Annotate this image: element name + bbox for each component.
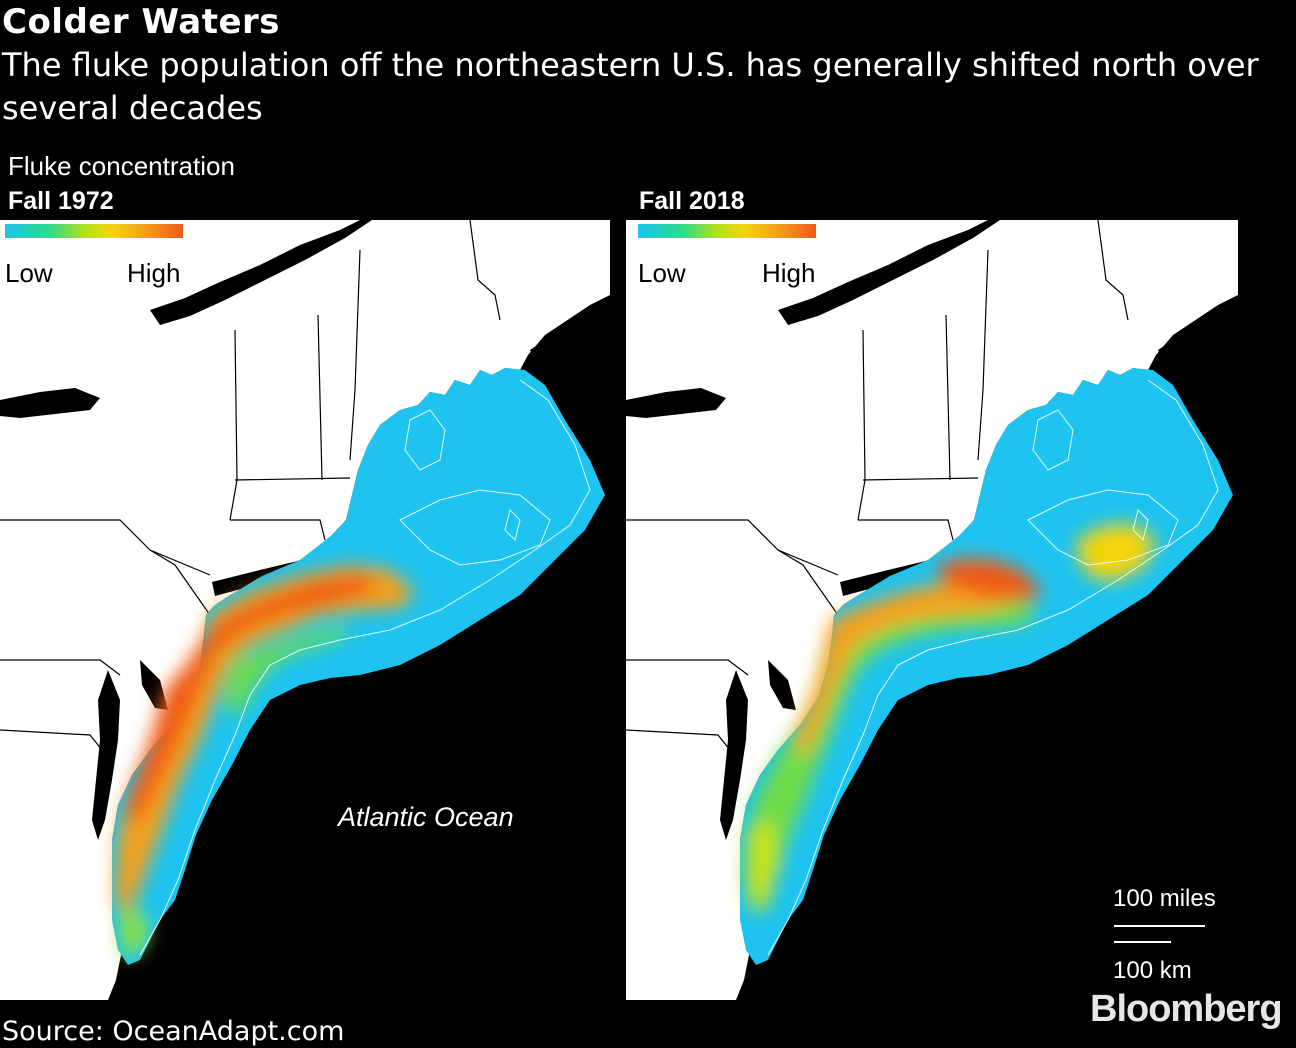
bay-of-fundy (530, 300, 610, 460)
landmass (0, 220, 610, 1000)
landmass (626, 220, 1238, 1000)
legend-low-label: Low (5, 258, 53, 288)
south-yellow (746, 820, 781, 910)
legend-color-bar (638, 224, 816, 238)
georges-bank-hotspot (1076, 525, 1156, 580)
state-borders (626, 220, 1129, 761)
chart-title: Colder Waters (2, 2, 281, 42)
scale-bar-km (1114, 941, 1171, 943)
legend-heading: Fluke concentration (8, 151, 235, 181)
ocean-label: Atlantic Ocean (338, 802, 514, 832)
concentration-field-1972 (112, 368, 605, 965)
concentration-field-2018 (740, 368, 1233, 965)
st-lawrence (778, 220, 1000, 325)
delaware-bay (768, 660, 796, 710)
lake-ontario (626, 388, 726, 418)
lake-ontario (0, 388, 100, 418)
scale-miles-label: 100 miles (1113, 885, 1216, 912)
bloomberg-logo: Bloomberg (1090, 988, 1283, 1030)
scale-bar-miles (1114, 925, 1205, 927)
peak-band (125, 575, 380, 820)
map-fall-2018: Low High (626, 220, 1238, 1000)
map-fall-1972: Low High (0, 220, 610, 1000)
peak-band (936, 558, 1041, 602)
delaware-bay (140, 660, 168, 710)
panel-title-1972: Fall 1972 (8, 187, 114, 215)
survey-area (740, 368, 1233, 965)
legend-high-label: High (127, 258, 181, 288)
st-lawrence (150, 220, 372, 325)
chart-subtitle: The fluke population off the northeaster… (2, 46, 1259, 127)
survey-area (112, 368, 605, 965)
legend-color-bar (5, 224, 183, 238)
scale-km-label: 100 km (1113, 957, 1192, 984)
bay-of-fundy (1158, 300, 1238, 460)
high-band (796, 582, 1016, 760)
green-edge (225, 625, 350, 720)
legend-low-label: Low (638, 258, 686, 288)
panel-title-2018: Fall 2018 (639, 187, 745, 215)
legend-high-label: High (762, 258, 816, 288)
green-south (120, 910, 150, 955)
depth-contours (767, 379, 1219, 956)
state-borders (0, 220, 501, 761)
source-note: Source: OceanAdapt.com (2, 1016, 345, 1047)
depth-contours (139, 379, 591, 956)
